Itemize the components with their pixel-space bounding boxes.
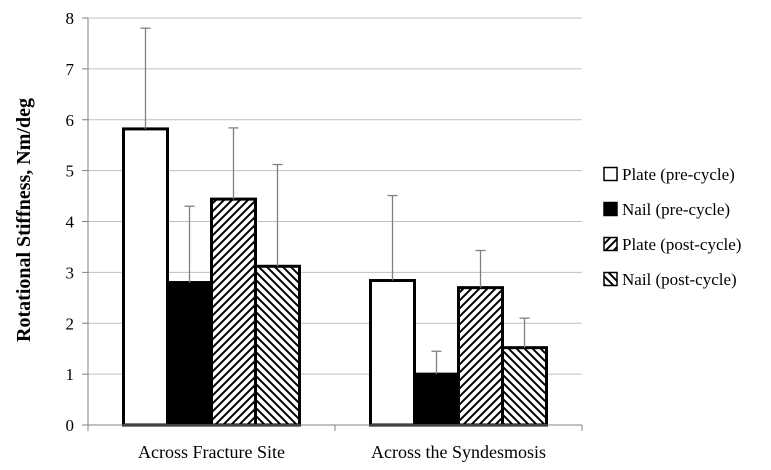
bar-hatch-back-0 xyxy=(254,264,301,427)
y-tick-label: 6 xyxy=(66,111,75,130)
y-tick-label: 2 xyxy=(66,314,75,333)
legend-label: Plate (post-cycle) xyxy=(622,235,741,254)
legend-swatch xyxy=(603,236,618,252)
bar-solid-1 xyxy=(413,372,460,427)
y-tick-label: 4 xyxy=(66,213,75,232)
y-tick-label: 5 xyxy=(66,162,75,181)
x-category-label: Across Fracture Site xyxy=(138,442,285,462)
legend-label: Plate (pre-cycle) xyxy=(622,165,735,184)
bars xyxy=(122,127,548,427)
bar-hatch-forward-0 xyxy=(210,197,257,427)
legend-label: Nail (post-cycle) xyxy=(622,270,737,289)
legend-swatch xyxy=(603,201,618,217)
bar-hatch-back-1 xyxy=(501,346,548,427)
y-tick-label: 8 xyxy=(66,9,75,28)
y-axis-label: Rotational Stiffness, Nm/deg xyxy=(13,98,35,342)
y-tick-label: 7 xyxy=(66,60,75,79)
bar-solid-0 xyxy=(166,281,213,427)
bar-open-0 xyxy=(122,127,169,427)
bar-hatch-forward-1 xyxy=(457,286,504,427)
legend-swatch xyxy=(603,166,618,182)
error-bars xyxy=(140,27,530,375)
y-tick-label: 0 xyxy=(66,416,75,435)
legend-swatch xyxy=(603,271,618,287)
legend: Plate (pre-cycle) Nail (pre-cycle) Plate (… xyxy=(603,165,741,289)
y-tick-label: 1 xyxy=(66,365,75,384)
bar-open-1 xyxy=(369,279,416,427)
x-category-label: Across the Syndesmosis xyxy=(371,442,546,462)
axes: 0 1 2 3 4 5 6 7 8 Across Fracture Site Across the … xyxy=(66,9,583,462)
legend-label: Nail (pre-cycle) xyxy=(622,200,730,219)
y-tick-label: 3 xyxy=(66,263,75,282)
